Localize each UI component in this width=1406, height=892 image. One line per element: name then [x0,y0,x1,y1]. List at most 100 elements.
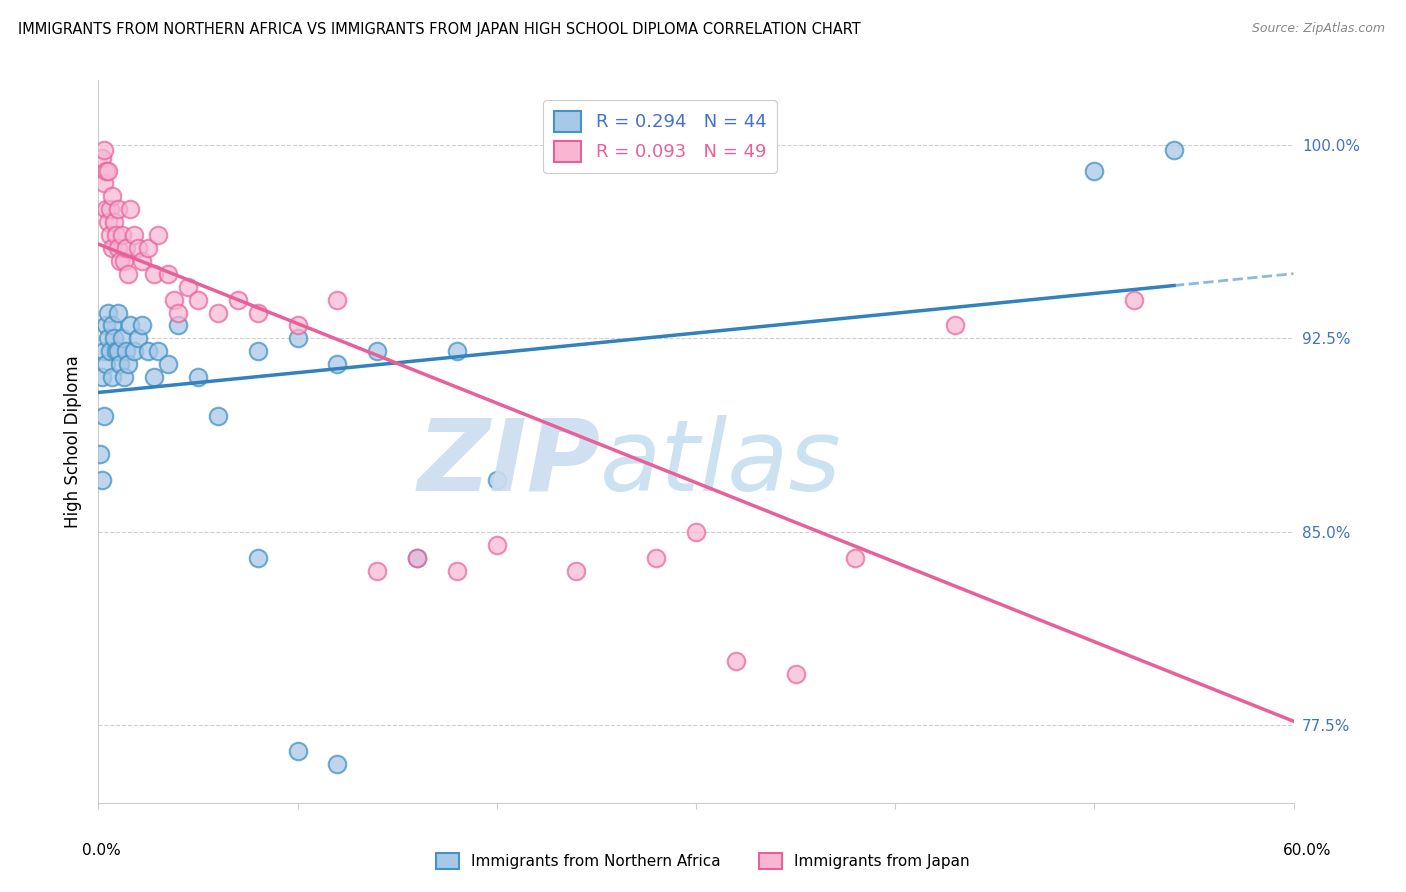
Point [101,241,124,255]
Point [115,344,138,359]
Point [246,344,269,359]
Text: 60.0%: 60.0% [1284,843,1331,858]
Point [148,344,170,359]
Point [115,241,138,255]
Y-axis label: High School Diploma: High School Diploma [63,355,82,528]
Point [91,473,114,487]
Point [246,305,269,319]
Point [226,293,249,307]
Point [177,279,200,293]
Point [110,254,132,268]
Text: 0.0%: 0.0% [82,843,121,858]
Point [101,370,124,384]
Point [91,151,114,165]
Point [326,293,349,307]
Point [724,654,747,668]
Legend: Immigrants from Northern Africa, Immigrants from Japan: Immigrants from Northern Africa, Immigra… [430,847,976,875]
Point [127,241,149,255]
Text: atlas: atlas [600,415,842,512]
Point [446,344,468,359]
Point [446,564,468,578]
Point [124,228,146,243]
Point [96,318,118,333]
Point [103,215,125,229]
Point [97,331,120,345]
Point [131,318,153,333]
Point [91,370,114,384]
Point [645,550,668,565]
Point [97,305,120,319]
Point [103,331,125,345]
Legend: R = 0.294   N = 44, R = 0.093   N = 49: R = 0.294 N = 44, R = 0.093 N = 49 [543,100,778,172]
Text: Source: ZipAtlas.com: Source: ZipAtlas.com [1251,22,1385,36]
Point [136,344,159,359]
Point [120,318,142,333]
Point [89,447,111,461]
Point [366,564,388,578]
Point [107,305,129,319]
Point [107,344,129,359]
Point [485,473,508,487]
Point [207,409,229,423]
Point [326,757,349,772]
Point [98,228,122,243]
Point [105,228,128,243]
Point [96,357,118,371]
Point [187,370,209,384]
Point [131,254,153,268]
Point [785,666,807,681]
Point [167,305,190,319]
Text: ZIP: ZIP [418,415,600,512]
Text: IMMIGRANTS FROM NORTHERN AFRICA VS IMMIGRANTS FROM JAPAN HIGH SCHOOL DIPLOMA COR: IMMIGRANTS FROM NORTHERN AFRICA VS IMMIG… [18,22,860,37]
Point [110,357,132,371]
Point [685,524,707,539]
Point [117,267,139,281]
Point [157,357,180,371]
Point [1163,143,1185,157]
Point [105,344,128,359]
Point [148,228,170,243]
Point [326,357,349,371]
Point [97,163,120,178]
Point [124,344,146,359]
Point [287,318,309,333]
Point [1123,293,1146,307]
Point [101,318,124,333]
Point [93,143,115,157]
Point [112,370,135,384]
Point [98,344,122,359]
Point [366,344,388,359]
Point [246,550,269,565]
Point [167,318,190,333]
Point [1083,163,1105,178]
Point [136,241,159,255]
Point [117,357,139,371]
Point [127,331,149,345]
Point [93,409,115,423]
Point [207,305,229,319]
Point [143,370,166,384]
Point [93,344,115,359]
Point [96,202,118,217]
Point [187,293,209,307]
Point [97,215,120,229]
Point [120,202,142,217]
Point [406,550,429,565]
Point [844,550,866,565]
Point [943,318,966,333]
Point [107,241,129,255]
Point [107,202,129,217]
Point [287,744,309,758]
Point [163,293,186,307]
Point [111,331,134,345]
Point [143,267,166,281]
Point [98,202,122,217]
Point [93,177,115,191]
Point [157,267,180,281]
Point [406,550,429,565]
Point [565,564,588,578]
Point [111,228,134,243]
Point [101,189,124,203]
Point [287,331,309,345]
Point [112,254,135,268]
